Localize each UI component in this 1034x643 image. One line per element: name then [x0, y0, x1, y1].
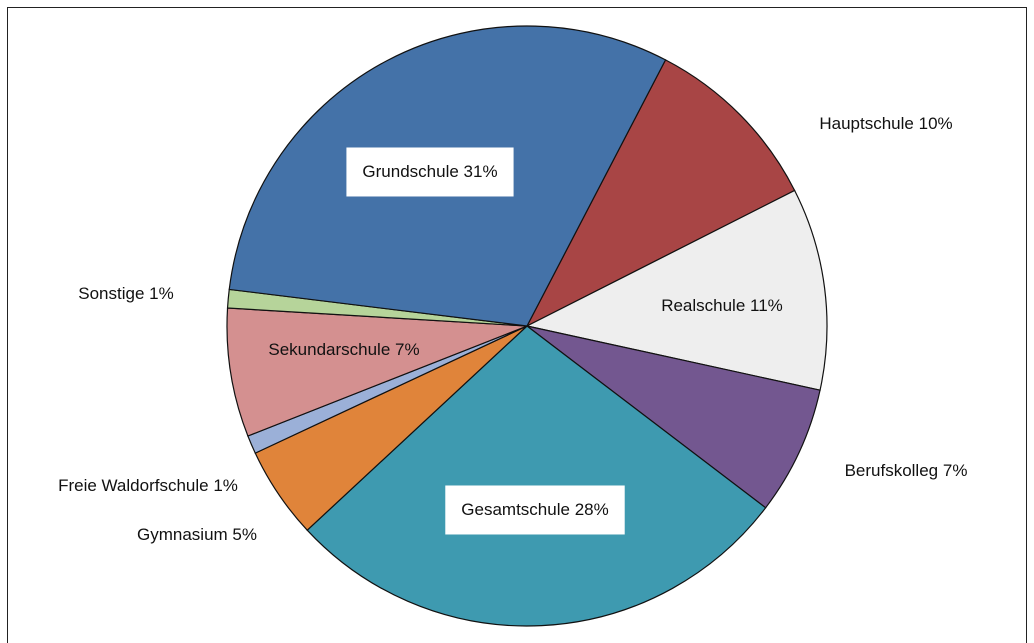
category-name: Gesamtschule: [461, 500, 570, 519]
value-label: 7%: [395, 340, 420, 359]
category-name: Sekundarschule: [268, 340, 390, 359]
value-label: 1%: [213, 476, 238, 495]
category-name: Realschule: [661, 296, 745, 315]
category-name: Grundschule: [362, 162, 458, 181]
value-label: 5%: [232, 525, 257, 544]
pie-slice: [226, 307, 528, 437]
slice-label: Gymnasium 5%: [137, 525, 257, 544]
slice-label: Hauptschule 10%: [819, 114, 952, 133]
slice-label: Freie Waldorfschule 1%: [58, 476, 238, 495]
slice-label: Berufskolleg 7%: [845, 461, 968, 480]
value-label: 1%: [149, 284, 174, 303]
slice-label: Sonstige 1%: [78, 284, 173, 303]
value-label: 7%: [943, 461, 968, 480]
value-label: 10%: [919, 114, 953, 133]
category-name: Gymnasium: [137, 525, 228, 544]
slice-label: Sekundarschule 7%: [268, 340, 419, 359]
value-label: 11%: [750, 296, 783, 315]
label-box: [346, 147, 514, 197]
value-label: 28%: [575, 500, 609, 519]
slice-label: Realschule 11%: [661, 296, 783, 315]
category-name: Sonstige: [78, 284, 144, 303]
slice-label: Gesamtschule 28%: [461, 500, 608, 519]
pie-slice: [525, 189, 828, 391]
category-name: Hauptschule: [819, 114, 914, 133]
category-name: Freie Waldorfschule: [58, 476, 209, 495]
category-name: Berufskolleg: [845, 461, 939, 480]
pie-slice: [525, 59, 796, 328]
label-box: [445, 485, 625, 535]
pie-slice: [526, 325, 821, 509]
pie-slice: [306, 325, 767, 627]
slice-label: Grundschule 31%: [362, 162, 497, 181]
value-label: 31%: [464, 162, 498, 181]
